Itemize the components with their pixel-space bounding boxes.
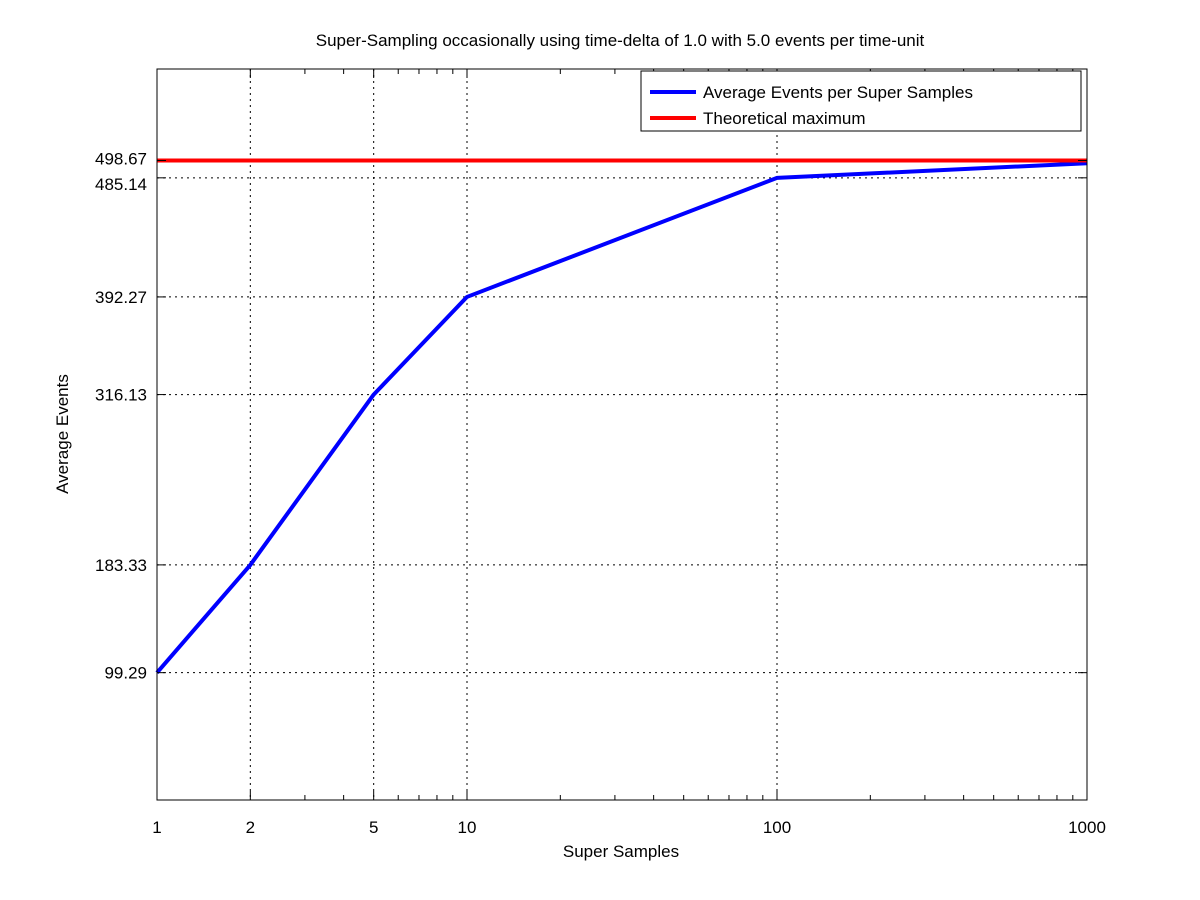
series-line-average-events [155, 161, 1088, 674]
y-tick-label: 183.33 [95, 556, 147, 575]
y-tick-label: 392.27 [95, 288, 147, 307]
y-tick-label: 316.13 [95, 386, 147, 405]
chart-title: Super-Sampling occasionally using time-d… [316, 31, 925, 50]
y-tick-label: 498.67 [95, 149, 147, 168]
y-tick-label: 485.14 [95, 175, 147, 194]
plot-area-frame [156, 68, 1088, 801]
legend-label-average-events: Average Events per Super Samples [703, 83, 973, 102]
y-tick-label: 99.29 [104, 664, 147, 683]
legend: Average Events per Super Samples Theoret… [640, 70, 1082, 132]
legend-label-theoretical-maximum: Theoretical maximum [703, 109, 866, 128]
x-tick-label: 5 [369, 818, 378, 837]
x-tick-label: 10 [458, 818, 477, 837]
y-axis-label: Average Events [53, 374, 72, 494]
x-tick-label: 2 [246, 818, 255, 837]
legend-box [640, 70, 1082, 132]
x-tick-label: 1000 [1068, 818, 1106, 837]
x-tick-label: 100 [763, 818, 791, 837]
series-layer [155, 158, 1088, 674]
x-tick-label: 1 [152, 818, 161, 837]
x-axis-label: Super Samples [563, 842, 679, 861]
tick-layer: 1 2 5 10 100 1000 99.29 183.33 316.13 392.27 485.1… [95, 69, 1106, 837]
